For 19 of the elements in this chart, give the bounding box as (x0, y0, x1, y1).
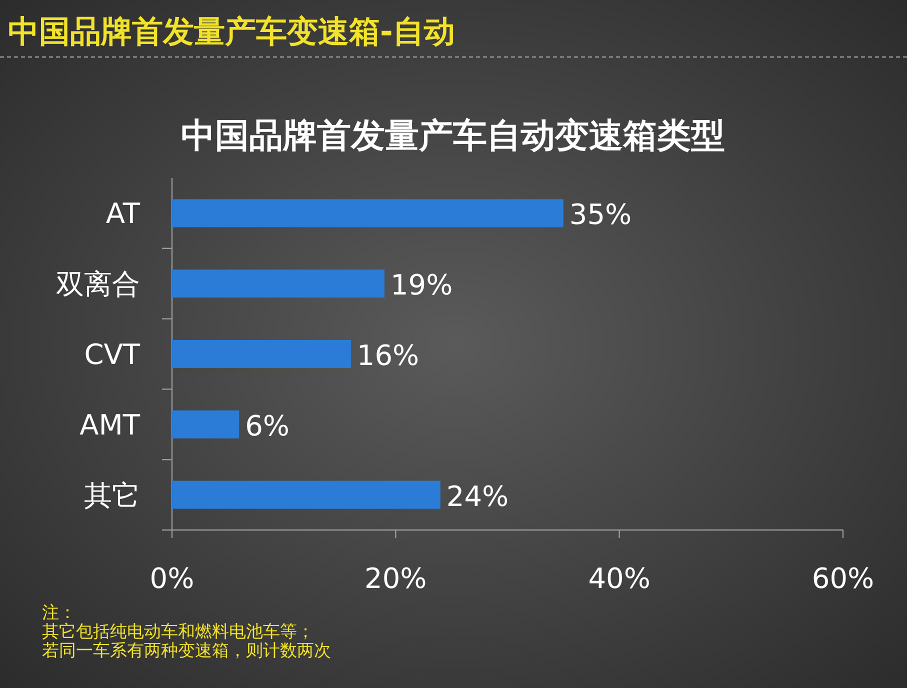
y-tick-label: AMT (80, 408, 141, 442)
data-label: 35% (569, 198, 632, 232)
chart-subtitle: 中国品牌首发量产车自动变速箱类型 (181, 116, 725, 156)
y-tick-label: CVT (84, 338, 141, 371)
x-tick-label: 40% (588, 562, 650, 595)
x-tick-label: 0% (150, 562, 194, 595)
data-label: 24% (446, 480, 509, 513)
y-tick-label: 其它 (84, 478, 140, 512)
chart-title: 中国品牌首发量产车变速箱-自动 (8, 14, 455, 50)
data-label: 6% (245, 409, 290, 442)
x-tick-label: 20% (364, 562, 427, 595)
y-tick-label: AT (106, 197, 141, 230)
y-tick-label: 双离合 (56, 268, 140, 301)
x-tick-label: 60% (812, 562, 874, 595)
data-label: 16% (356, 339, 420, 372)
text: 其它包括纯电动车和燃料电池车等； (42, 622, 314, 642)
text: 若同一车系有两种变速箱，则计数两次 (42, 641, 331, 661)
text: 注： (42, 603, 76, 623)
data-label: 19% (390, 268, 453, 302)
